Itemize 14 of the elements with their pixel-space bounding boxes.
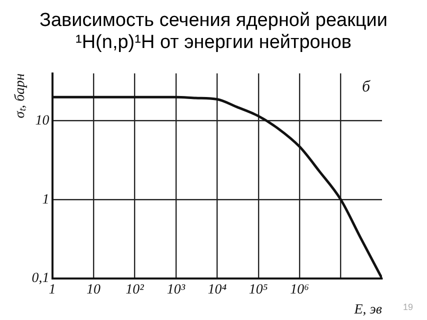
text: 19 [402,302,413,312]
y-tick-label: 0,1 [32,271,50,286]
x-tick-label: 10 [86,282,101,298]
x-tick-label: 10⁴ [208,282,227,298]
x-tick-label: 10³ [166,282,186,298]
x-tick-label: 10⁵ [248,282,268,298]
y-tick-label: 1 [42,192,50,208]
chart-title: Зависимость сечения ядерной реакции ¹H(n,p)¹H от энергии нейтронов [38,9,389,55]
y-axis-title: σₜ, барн [13,73,28,118]
x-axis-title: E, эв [353,302,382,318]
annotation: б [362,78,371,96]
x-tick-label: 10⁶ [290,282,310,298]
y-tick-label: 10 [35,114,50,129]
x-tick-label: 10² [126,282,145,298]
